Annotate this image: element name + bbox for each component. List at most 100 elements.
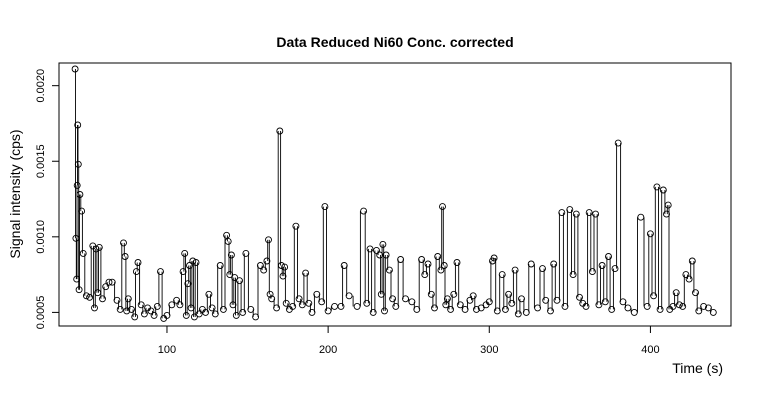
data-point [360,207,368,215]
data-point [116,305,124,313]
data-point [73,275,81,283]
data-point [266,290,274,298]
data-point [282,299,290,307]
data-point [456,301,464,309]
data-point [137,301,145,309]
data-point [208,304,216,312]
data-point [74,160,82,168]
data-point [305,299,313,307]
data-point [522,308,530,316]
data-point [179,268,187,276]
chart-title: Data Reduced Ni60 Conc. corrected [276,34,513,50]
data-point [431,304,438,312]
data-point [219,305,227,313]
data-point [186,262,193,269]
y-axis-label: Signal intensity (cps) [7,129,23,258]
data-point [134,259,142,266]
data-point [363,299,371,307]
data-point [239,308,247,316]
data-point [461,305,469,313]
data-point [582,302,590,310]
data-point [190,313,198,321]
data-point [132,268,140,276]
data-point [289,302,297,310]
data-point [569,271,577,279]
data-point [295,295,303,303]
data-point [498,271,506,279]
data-point [598,262,606,269]
data-point [318,298,326,306]
data-point [518,295,525,303]
data-point [700,302,708,310]
data-point [672,289,680,297]
x-axis-label: Time (s) [672,360,723,376]
data-point [413,305,421,313]
data-point [260,266,268,274]
data-point [168,301,176,309]
data-point [173,296,181,304]
data-point [236,277,243,285]
data-point [308,308,316,316]
data-point [450,290,458,298]
data-point [379,240,387,248]
data-point [124,295,132,303]
data-point [184,280,192,288]
data-point [443,295,451,303]
data-point [78,207,86,215]
data-point [331,302,339,310]
data-point [477,304,485,312]
data-point [679,302,687,310]
data-point [650,292,658,300]
data-point [377,290,385,298]
data-point [663,210,670,218]
data-point [76,191,84,198]
data-point [292,222,300,230]
data-point [256,262,264,269]
data-point [102,283,110,291]
data-point [211,310,219,318]
data-point [276,127,284,135]
data-point [709,308,717,316]
x-tick-label: 100 [158,344,176,356]
data-point [108,278,116,286]
data-point [550,260,558,268]
data-point [614,139,622,147]
data-point [553,296,561,304]
data-point [392,302,400,310]
data-point [466,296,474,304]
data-point [704,304,712,312]
data-point [227,251,235,259]
data-point [324,307,332,315]
data-point [99,295,106,303]
data-point [558,209,566,217]
data-point [576,293,583,301]
data-point [91,304,98,312]
data-point [189,257,197,265]
data-point [252,313,260,321]
data-point [147,307,155,315]
data-point [527,260,535,268]
data-point [86,293,94,301]
data-point [72,234,80,242]
data-points [71,65,717,322]
data-point [408,298,416,306]
data-point [508,299,516,307]
y-tick-label: 0.0010 [35,220,47,254]
data-point [232,311,240,319]
data-point [113,296,121,304]
data-point [229,301,237,309]
vertical-segments [75,69,712,319]
data-point [585,209,593,217]
data-point [302,269,310,277]
y-tick-label: 0.0020 [35,69,47,103]
data-point [592,210,600,218]
data-point [382,251,390,259]
data-point [223,231,231,239]
data-point [74,121,82,129]
data-point [385,266,393,274]
x-tick-label: 400 [641,344,659,356]
data-point [619,298,627,306]
data-point [611,265,619,273]
data-point [653,183,661,191]
